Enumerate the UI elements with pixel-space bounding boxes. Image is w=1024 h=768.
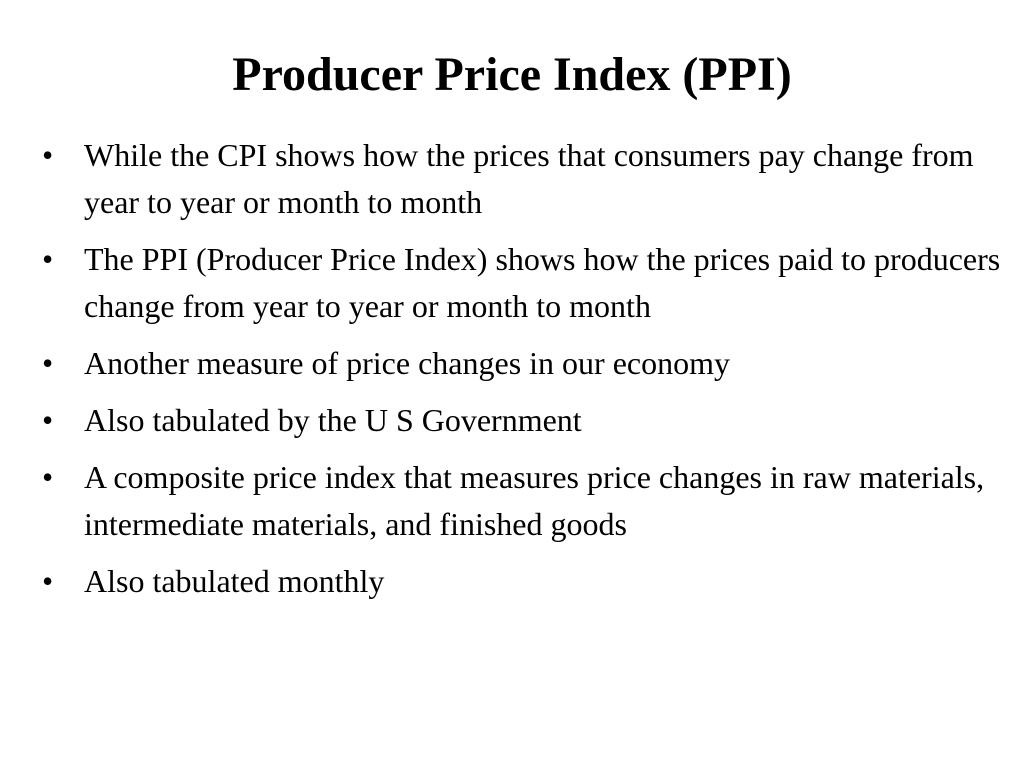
bullet-icon: • <box>42 563 54 599</box>
bullet-text: Another measure of price changes in our … <box>84 345 730 381</box>
slide-title: Producer Price Index (PPI) <box>232 48 792 101</box>
bullet-item: • A composite price index that measures … <box>42 454 1002 548</box>
bullet-text: Also tabulated by the U S Government <box>84 402 582 438</box>
bullet-item: • While the CPI shows how the prices tha… <box>42 132 1002 226</box>
bullet-icon: • <box>42 402 54 438</box>
bullet-item: • Also tabulated monthly <box>42 558 1002 605</box>
bullet-icon: • <box>42 241 54 277</box>
bullet-icon: • <box>42 345 54 381</box>
bullet-text: The PPI (Producer Price Index) shows how… <box>84 241 1001 324</box>
bullet-text: While the CPI shows how the prices that … <box>84 137 974 220</box>
bullet-item: • Another measure of price changes in ou… <box>42 340 1002 387</box>
bullet-item: • The PPI (Producer Price Index) shows h… <box>42 236 1002 330</box>
bullet-item: • Also tabulated by the U S Government <box>42 397 1002 444</box>
bullet-icon: • <box>42 137 54 173</box>
bullet-icon: • <box>42 459 54 495</box>
bullet-list: • While the CPI shows how the prices tha… <box>42 132 1002 615</box>
bullet-text: Also tabulated monthly <box>84 563 385 599</box>
bullet-text: A composite price index that measures pr… <box>84 459 985 542</box>
